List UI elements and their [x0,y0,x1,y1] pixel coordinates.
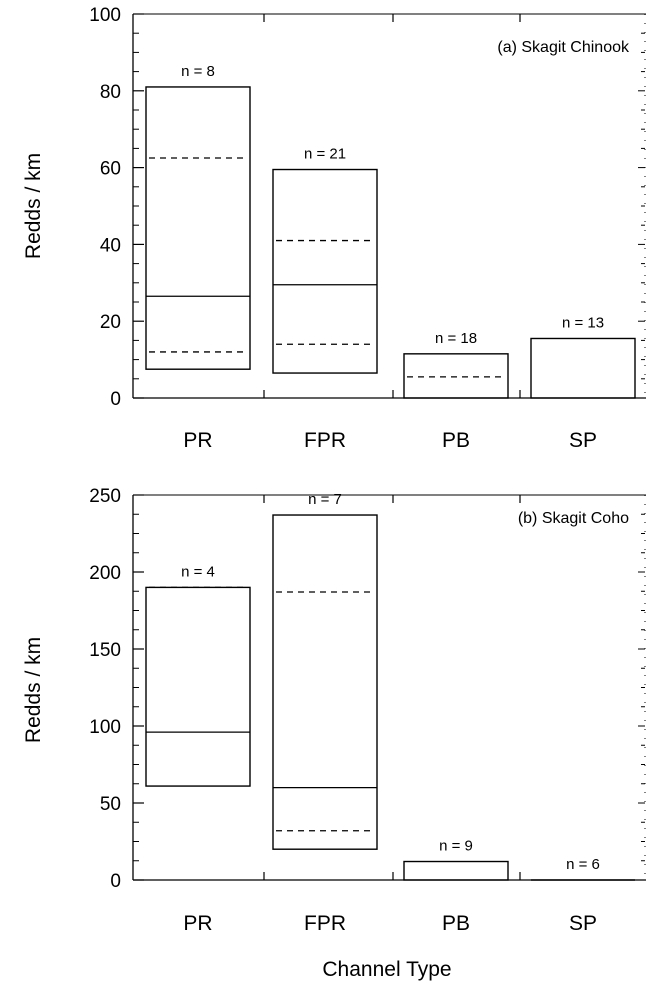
n-label: n = 9 [439,838,473,855]
y-tick-label: 50 [100,794,121,815]
y-tick-label: 40 [100,235,121,256]
n-label: n = 18 [435,330,477,347]
y-tick-label: 100 [89,5,121,26]
category-label: FPR [304,912,346,935]
n-label: n = 4 [181,563,215,580]
y-tick-label: 0 [110,389,121,410]
box-pr [145,86,251,370]
box-pr [145,586,251,787]
n-label: n = 21 [304,146,346,163]
category-label: PB [442,429,470,452]
box-fpr [272,168,378,374]
y-tick-label: 200 [89,563,121,584]
box-pb [403,353,509,399]
category-label: PR [183,912,212,935]
y-axis-title: Redds / km [22,153,45,259]
n-label: n = 6 [566,856,600,873]
y-tick-label: 0 [110,871,121,892]
y-tick-label: 80 [100,82,121,103]
n-label: n = 13 [562,314,604,331]
y-tick-label: 100 [89,717,121,738]
x-axis-title: Channel Type [322,958,451,981]
box-sp [530,337,636,399]
y-tick-label: 20 [100,312,121,333]
n-label: n = 7 [308,491,342,508]
category-label: PR [183,429,212,452]
panel-title: (a) Skagit Chinook [497,39,630,56]
n-label: n = 8 [181,63,215,80]
category-label: FPR [304,429,346,452]
box-pb [403,860,509,881]
y-axis-title: Redds / km [22,637,45,743]
category-label: SP [569,912,597,935]
y-tick-label: 150 [89,640,121,661]
y-tick-label: 250 [89,486,121,507]
panel-skagit-coho: (b) Skagit Coho Redds / km 0 50 100 150 200 2… [22,486,646,935]
category-label: SP [569,429,597,452]
box-fpr [272,514,378,850]
category-label: PB [442,912,470,935]
panel-skagit-chinook: (a) Skagit Chinook Redds / km 0 20 40 60 80 1… [22,5,646,452]
panel-title: (b) Skagit Coho [518,510,629,527]
y-tick-label: 60 [100,159,121,180]
